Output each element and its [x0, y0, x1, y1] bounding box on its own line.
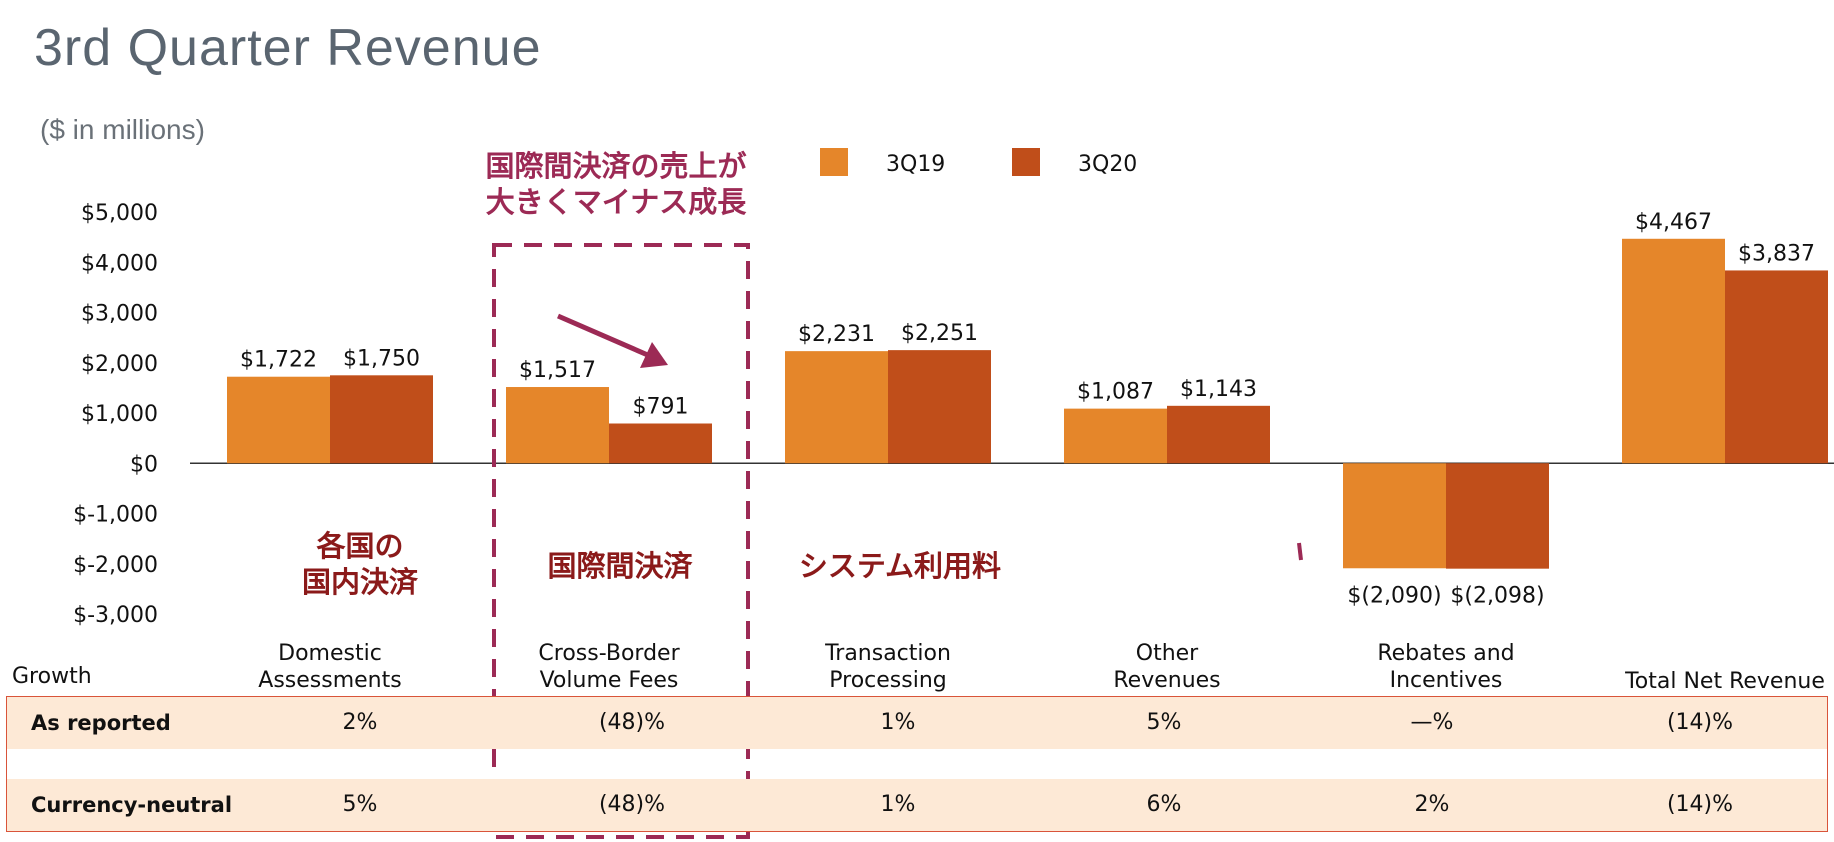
growth-cell: —% — [1410, 710, 1454, 735]
category-label: Cross-Border — [538, 641, 680, 666]
growth-cell: 1% — [880, 710, 916, 735]
y-tick-label: $-1,000 — [73, 503, 158, 528]
bar-3Q19 — [227, 376, 330, 464]
data-label: $1,143 — [1180, 377, 1257, 402]
highlight-arrow-shaft — [557, 313, 651, 359]
bar-3Q20 — [1446, 463, 1549, 569]
bar-3Q19 — [785, 351, 888, 464]
growth-row-name: Currency-neutral — [31, 793, 233, 817]
bar-3Q20 — [888, 350, 991, 464]
category-label: Incentives — [1390, 668, 1503, 693]
y-tick-label: $4,000 — [81, 251, 158, 276]
growth-cell: 6% — [1146, 792, 1182, 817]
category-label: Transaction — [824, 641, 951, 666]
jp-domestic-line-1: 各国の — [316, 529, 404, 563]
y-tick-label: $1,000 — [81, 402, 158, 427]
category-label: Revenues — [1113, 668, 1220, 693]
growth-cell: 2% — [342, 710, 378, 735]
category-label: Domestic — [278, 641, 382, 666]
y-tick-label: $-3,000 — [73, 603, 158, 628]
legend-swatch-3Q19 — [820, 148, 848, 176]
jp-crossborder-label: 国際間決済 — [547, 549, 693, 583]
data-label: $4,467 — [1635, 210, 1712, 235]
growth-cell: (48)% — [598, 710, 666, 735]
stray-mark — [1297, 542, 1303, 561]
category-label: Total Net Revenue — [1624, 669, 1825, 694]
highlight-line-2: 大きくマイナス成長 — [485, 185, 747, 220]
data-label: $(2,090) — [1347, 583, 1441, 608]
bar-3Q19 — [506, 387, 609, 464]
units-label: ($ in millions) — [40, 114, 205, 145]
jp-domestic-label: 各国の 国内決済 — [270, 528, 450, 601]
category-label: Processing — [829, 668, 946, 693]
data-label: $1,722 — [240, 348, 317, 373]
bar-3Q19 — [1622, 238, 1725, 464]
growth-cell: (14)% — [1666, 792, 1734, 817]
data-label: $1,517 — [519, 358, 596, 383]
data-label: $3,837 — [1738, 241, 1815, 266]
highlight-line-1: 国際間決済の売上が — [485, 149, 747, 183]
legend-label-3Q19: 3Q19 — [886, 152, 945, 177]
legend-label-3Q20: 3Q20 — [1078, 152, 1137, 177]
y-tick-label: $0 — [130, 452, 158, 477]
data-label: $1,087 — [1077, 380, 1154, 405]
growth-cell: 5% — [342, 792, 378, 817]
growth-table: As reported 2% (48)% 1% 5% —% (14)% Curr… — [6, 696, 1828, 832]
bar-3Q19 — [1064, 408, 1167, 464]
bar-3Q20 — [1725, 270, 1828, 464]
y-tick-label: $5,000 — [81, 201, 158, 226]
bar-3Q20 — [1167, 405, 1270, 464]
growth-cell: 1% — [880, 792, 916, 817]
data-label: $(2,098) — [1450, 584, 1544, 609]
growth-label: Growth — [12, 664, 92, 689]
growth-row-name: As reported — [31, 711, 171, 735]
bar-3Q20 — [330, 375, 433, 464]
y-tick-label: $3,000 — [81, 302, 158, 327]
highlight-arrow-head — [640, 342, 668, 368]
data-label: $2,251 — [901, 321, 978, 346]
y-tick-label: $2,000 — [81, 352, 158, 377]
highlight-annotation-text: 国際間決済の売上が 大きくマイナス成長 — [446, 148, 786, 221]
page-title: 3rd Quarter Revenue — [34, 19, 542, 77]
growth-cell: (14)% — [1666, 710, 1734, 735]
growth-cell: (48)% — [598, 792, 666, 817]
data-label: $1,750 — [343, 346, 420, 371]
category-label: Other — [1136, 641, 1199, 666]
data-label: $791 — [633, 395, 689, 420]
jp-processing-label: システム利用料 — [798, 549, 1002, 583]
bar-3Q20 — [609, 423, 712, 464]
bar-3Q19 — [1343, 463, 1446, 569]
y-tick-label: $-2,000 — [73, 553, 158, 578]
legend-swatch-3Q20 — [1012, 148, 1040, 176]
category-label: Rebates and — [1377, 641, 1514, 666]
growth-row-currency-neutral: Currency-neutral 5% (48)% 1% 6% 2% (14)% — [7, 779, 1827, 831]
data-label: $2,231 — [798, 322, 875, 347]
jp-domestic-line-2: 国内決済 — [301, 565, 418, 600]
growth-row-as-reported: As reported 2% (48)% 1% 5% —% (14)% — [7, 697, 1827, 749]
category-label: Assessments — [258, 668, 401, 693]
growth-cell: 5% — [1146, 710, 1182, 735]
highlight-dashed-box — [492, 243, 750, 839]
category-label: Volume Fees — [540, 668, 679, 693]
growth-cell: 2% — [1414, 792, 1450, 817]
